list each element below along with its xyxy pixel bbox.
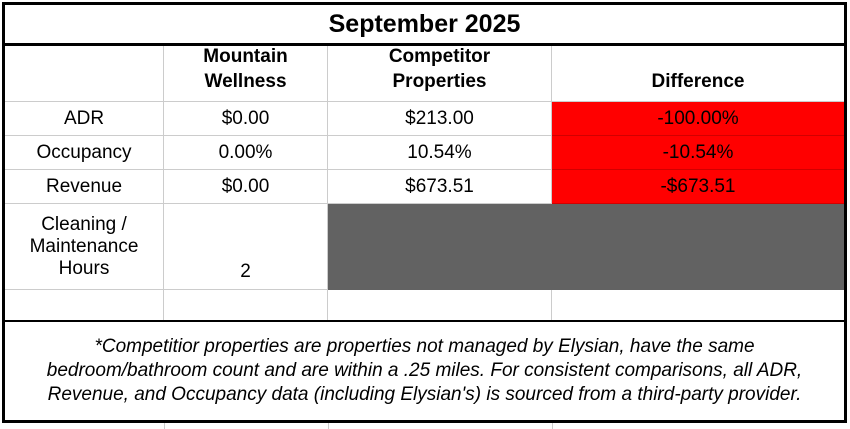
header-cell-blank[interactable]: [5, 46, 164, 102]
header-cell-competitor-properties[interactable]: Competitor Properties: [328, 46, 552, 102]
row-cleaning-maintenance-hours: Cleaning / Maintenance Hours 2: [5, 204, 844, 290]
table-title: September 2025: [328, 9, 521, 38]
sheet-gridline-tick: [552, 423, 553, 429]
header-cell-difference[interactable]: Difference: [552, 46, 844, 102]
sheet-gridline-tick: [164, 423, 165, 429]
spacer-cell[interactable]: [5, 290, 164, 320]
spacer-cell[interactable]: [164, 290, 328, 320]
footnote-text: *Competitior properties are properties n…: [46, 336, 803, 405]
cell-revenue-competitor[interactable]: $673.51: [328, 170, 552, 204]
header-row: Mountain Wellness Competitor Properties …: [5, 46, 844, 102]
spacer-cell[interactable]: [552, 290, 844, 320]
cell-adr-mountain-wellness[interactable]: $0.00: [164, 102, 328, 136]
cell-adr-difference[interactable]: -100.00%: [552, 102, 844, 136]
cell-occupancy-mountain-wellness[interactable]: 0.00%: [164, 136, 328, 170]
comparison-table: September 2025 Mountain Wellness Competi…: [2, 2, 847, 423]
sheet-gridline-tick: [328, 423, 329, 429]
cell-occupancy-competitor[interactable]: 10.54%: [328, 136, 552, 170]
cell-revenue-label[interactable]: Revenue: [5, 170, 164, 204]
cell-cleaning-na-block[interactable]: [328, 204, 844, 290]
spacer-cell[interactable]: [328, 290, 552, 320]
cell-occupancy-difference[interactable]: -10.54%: [552, 136, 844, 170]
row-revenue: Revenue $0.00 $673.51 -$673.51: [5, 170, 844, 204]
cell-cleaning-mountain-wellness[interactable]: 2: [164, 204, 328, 290]
header-cell-mountain-wellness[interactable]: Mountain Wellness: [164, 46, 328, 102]
table-title-row[interactable]: September 2025: [5, 5, 844, 46]
cell-adr-competitor[interactable]: $213.00: [328, 102, 552, 136]
row-occupancy: Occupancy 0.00% 10.54% -10.54%: [5, 136, 844, 170]
cell-revenue-mountain-wellness[interactable]: $0.00: [164, 170, 328, 204]
cell-adr-label[interactable]: ADR: [5, 102, 164, 136]
cell-revenue-difference[interactable]: -$673.51: [552, 170, 844, 204]
footnote-row[interactable]: *Competitior properties are properties n…: [5, 320, 844, 420]
cell-occupancy-label[interactable]: Occupancy: [5, 136, 164, 170]
cell-cleaning-label[interactable]: Cleaning / Maintenance Hours: [5, 204, 164, 290]
row-spacer: [5, 290, 844, 320]
row-adr: ADR $0.00 $213.00 -100.00%: [5, 102, 844, 136]
